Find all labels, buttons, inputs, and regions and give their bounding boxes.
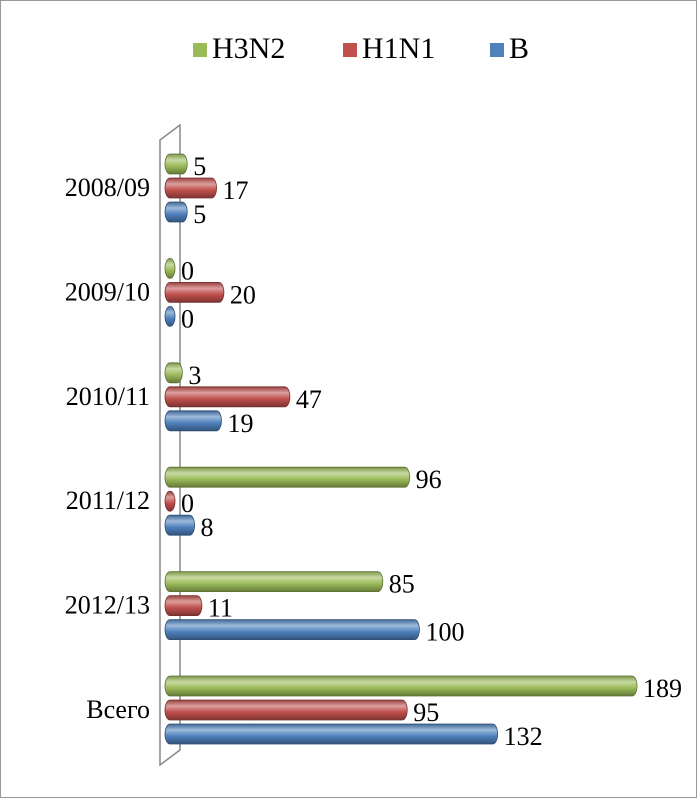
data-label: 0 (181, 304, 194, 333)
data-label: 85 (389, 570, 415, 599)
bar (164, 723, 499, 745)
axis-wall (159, 123, 181, 767)
bar (164, 514, 195, 536)
bar (164, 410, 222, 432)
data-label: 100 (425, 618, 464, 647)
legend-swatch (193, 43, 207, 57)
data-label: 8 (201, 513, 214, 542)
data-label: 95 (413, 698, 439, 727)
bar (164, 305, 176, 327)
legend-swatch (343, 43, 357, 57)
data-label: 5 (193, 152, 206, 181)
bar (164, 386, 291, 408)
data-label: 19 (227, 409, 253, 438)
y-tick-label: 2009/10 (65, 277, 150, 306)
data-label: 5 (193, 200, 206, 229)
data-label: 20 (230, 280, 256, 309)
bar (164, 201, 188, 223)
data-label: 0 (181, 489, 194, 518)
y-tick-label: 2012/13 (65, 591, 150, 620)
data-label: 189 (643, 674, 682, 703)
bar (164, 282, 225, 303)
data-label: 17 (223, 176, 249, 205)
legend-label: B (509, 32, 529, 65)
y-tick-label: 2008/09 (65, 173, 150, 202)
bar (164, 595, 203, 616)
bar (164, 490, 176, 512)
legend-swatch (490, 43, 504, 57)
data-label: 47 (296, 385, 322, 414)
bar (164, 571, 384, 592)
legend-label: H1N1 (362, 32, 435, 65)
bar (164, 362, 183, 384)
data-label: 11 (208, 594, 233, 623)
bar (164, 257, 176, 279)
y-tick-label: 2010/11 (66, 382, 150, 411)
bar (164, 177, 217, 199)
y-tick-label: 2011/12 (66, 486, 150, 515)
data-label: 96 (416, 465, 442, 494)
bar (164, 675, 638, 697)
data-label: 0 (181, 256, 194, 285)
bar (164, 153, 188, 175)
data-label: 132 (504, 722, 543, 751)
y-tick-label: Всего (86, 695, 150, 724)
legend-label: H3N2 (212, 32, 285, 65)
bar (164, 466, 411, 488)
data-label: 3 (188, 361, 201, 390)
bar (164, 619, 420, 640)
bar (164, 699, 408, 721)
